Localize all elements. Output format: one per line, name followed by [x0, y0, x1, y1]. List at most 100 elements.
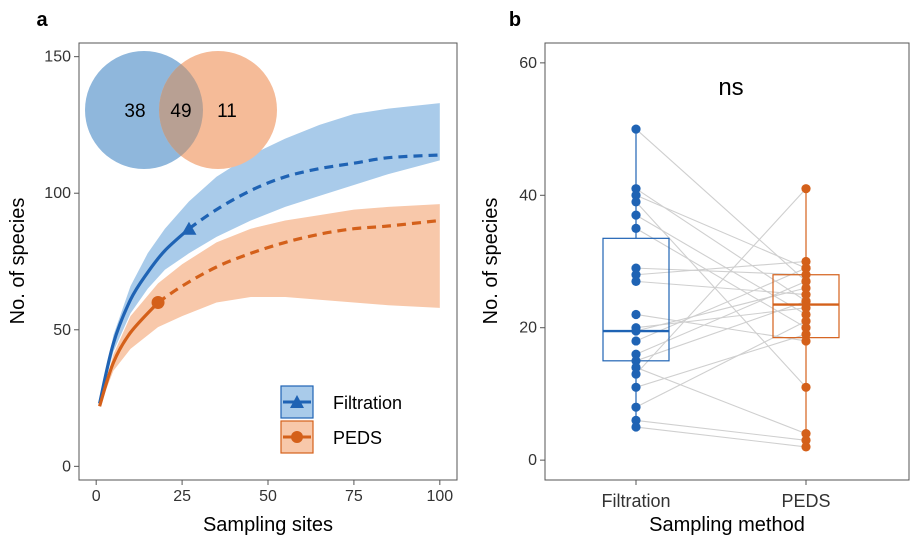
- venn-diagram: 38 49 11: [85, 51, 277, 169]
- paired-line: [635, 267, 807, 342]
- paired-line: [635, 227, 807, 329]
- filtration-point: [631, 336, 641, 346]
- panel-a-axes: 0 25 50 75 100 0 50 100 150: [44, 49, 453, 505]
- filtration-point: [631, 349, 641, 359]
- peds-point: [801, 336, 811, 346]
- panel-a-x-tick-label: 0: [92, 488, 101, 505]
- panel-a-y-axis-label: No. of species: [7, 198, 29, 325]
- legend-label-filtration: Filtration: [333, 393, 402, 413]
- filtration-point: [631, 422, 641, 432]
- panel-b-y-tick-label: 40: [519, 187, 537, 204]
- filtration-point: [631, 309, 641, 320]
- filtration-point: [631, 190, 641, 200]
- filtration-point: [631, 415, 641, 426]
- filtration-point: [631, 223, 641, 233]
- panel-b-x-tick-label: PEDS: [781, 491, 830, 511]
- paired-line: [635, 214, 807, 315]
- panel-b-x-axis-label: Sampling method: [649, 514, 805, 536]
- legend-triangle-marker: [290, 395, 304, 408]
- panel-a-y-tick-label: 100: [44, 185, 71, 202]
- panel-b-chart: 0 20 40 60 Filtration PEDS ns Sampling method…: [480, 42, 910, 536]
- filtration-confidence-band: [99, 103, 440, 404]
- peds-point: [801, 442, 811, 452]
- paired-line: [635, 188, 807, 375]
- panel-b-x-tick-label: Filtration: [601, 491, 670, 511]
- panel-b-frame: [544, 42, 910, 481]
- venn-peds-only-count: 11: [217, 101, 237, 122]
- paired-line: [635, 426, 807, 448]
- peds-interpolated-line: [98, 301, 160, 407]
- filtration-point: [631, 276, 641, 286]
- panel-b-y-axis-label: No. of species: [480, 198, 502, 325]
- paired-line: [635, 313, 807, 342]
- filtration-extrapolated-line: [188, 153, 440, 231]
- filtration-point: [631, 210, 641, 220]
- panel-b-y-tick-label: 20: [519, 320, 537, 337]
- peds-point: [801, 184, 811, 194]
- peds-point: [801, 435, 811, 445]
- peds-point: [801, 263, 811, 273]
- boxplot-plot-area: [602, 124, 840, 452]
- panel-a-x-tick-label: 25: [173, 488, 191, 505]
- peds-confidence-band: [99, 204, 440, 407]
- panel-a-y-tick-label: 150: [44, 49, 71, 66]
- paired-line: [635, 267, 807, 276]
- filtration-point: [631, 356, 641, 366]
- peds-point: [801, 329, 811, 339]
- panel-a-legend: Filtration PEDS: [280, 385, 402, 454]
- significance-annotation: ns: [718, 74, 743, 101]
- peds-point: [801, 270, 811, 280]
- paired-line: [635, 280, 807, 355]
- panel-a-x-tick-label: 50: [259, 488, 277, 505]
- panel-b-label: b: [509, 9, 521, 31]
- panel-a-x-tick-label: 75: [345, 488, 363, 505]
- rarefaction-bands: [99, 103, 440, 407]
- paired-line: [635, 419, 807, 441]
- filtration-point: [631, 263, 641, 273]
- filtration-observed-triangle: [181, 221, 197, 235]
- filtration-point: [631, 124, 641, 134]
- panel-a-y-tick-label: 0: [62, 458, 71, 475]
- panel-b-y-tick-label: 60: [519, 55, 537, 72]
- peds-point: [801, 290, 811, 300]
- panel-b-axes: 0 20 40 60 Filtration PEDS: [519, 55, 830, 511]
- filtration-point: [631, 369, 641, 379]
- filtration-point: [631, 382, 641, 392]
- peds-point: [801, 303, 811, 313]
- rarefaction-plot-area: [98, 103, 440, 407]
- paired-line: [635, 260, 807, 276]
- venn-overlap-region: [159, 64, 203, 156]
- peds-observed-circle: [151, 295, 165, 309]
- peds-point: [801, 382, 811, 392]
- filtration-point: [631, 402, 641, 412]
- filtration-point: [631, 362, 641, 373]
- peds-point: [801, 256, 811, 267]
- paired-line: [635, 201, 807, 388]
- legend-label-peds: PEDS: [333, 428, 382, 448]
- filtration-interpolated-line: [98, 227, 191, 404]
- panel-a-y-tick-label: 50: [53, 322, 71, 339]
- paired-line: [635, 280, 807, 296]
- panel-a-x-tick-label: 100: [426, 488, 453, 505]
- panel-a-x-axis-label: Sampling sites: [203, 514, 333, 536]
- paired-line: [635, 194, 807, 269]
- peds-point: [801, 296, 811, 306]
- peds-point: [801, 309, 811, 320]
- peds-extrapolated-line: [157, 218, 440, 304]
- filtration-point: [631, 270, 641, 280]
- filtration-point: [631, 326, 641, 336]
- paired-line: [635, 287, 807, 332]
- venn-shared-count: 49: [170, 101, 191, 122]
- filtration-point: [631, 197, 641, 207]
- paired-line: [635, 320, 807, 408]
- filtration-point: [631, 184, 641, 194]
- panel-a-label: a: [36, 9, 48, 31]
- peds-point: [801, 323, 811, 333]
- venn-filtration-only-count: 38: [124, 101, 145, 122]
- peds-point: [801, 283, 811, 293]
- panel-a-chart: 0 25 50 75 100 0 50 100 150 Sampling sites No. o…: [7, 42, 458, 536]
- paired-line: [635, 366, 807, 435]
- legend-circle-marker: [291, 431, 303, 443]
- peds-point: [801, 316, 811, 326]
